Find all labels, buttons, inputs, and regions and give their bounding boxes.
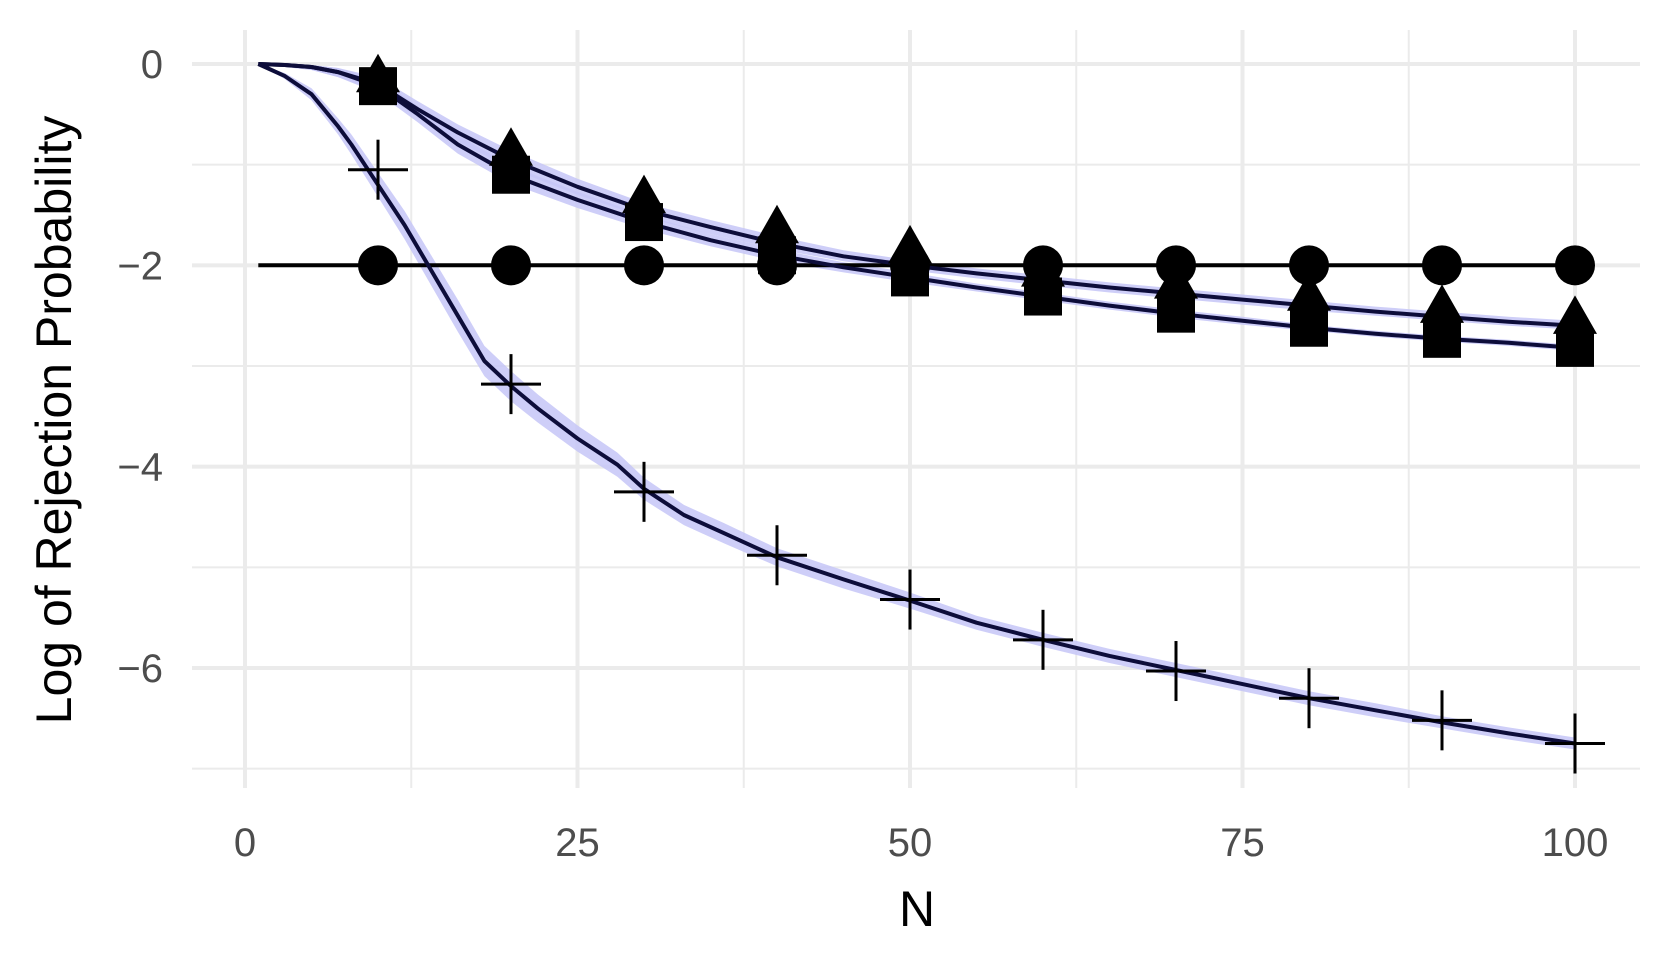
x-axis-title: N bbox=[899, 881, 935, 937]
triangle-marker bbox=[888, 224, 932, 264]
triangle-marker bbox=[1021, 248, 1065, 287]
square-marker bbox=[1290, 308, 1328, 347]
y-tick-label: −2 bbox=[117, 244, 163, 288]
square-marker bbox=[625, 203, 663, 242]
series-markers bbox=[348, 53, 1605, 774]
x-tick-label: 75 bbox=[1220, 821, 1265, 865]
circle-marker bbox=[1422, 245, 1462, 286]
cross-marker bbox=[481, 354, 541, 415]
x-tick-label: 50 bbox=[888, 821, 933, 865]
circle-marker bbox=[491, 245, 531, 286]
cross-marker bbox=[1013, 609, 1073, 670]
circle-marker bbox=[624, 245, 664, 286]
cross-marker bbox=[614, 461, 674, 522]
minor-grid bbox=[192, 30, 1640, 788]
triangle-marker bbox=[1287, 272, 1331, 311]
triangle-marker bbox=[755, 204, 799, 244]
cross-series-line bbox=[257, 62, 1576, 746]
circle-marker bbox=[358, 245, 398, 286]
square-marker bbox=[492, 155, 530, 194]
series-lines bbox=[257, 62, 1576, 746]
circle-marker bbox=[1555, 245, 1595, 286]
square-marker bbox=[1157, 294, 1195, 333]
x-axis-tick-labels: 0 25 50 75 100 bbox=[234, 821, 1609, 865]
y-axis-tick-labels: 0 −2 −4 −6 bbox=[117, 43, 163, 691]
y-tick-label: 0 bbox=[141, 43, 163, 87]
x-tick-label: 0 bbox=[234, 821, 256, 865]
cross-marker bbox=[1545, 713, 1605, 774]
confidence-ribbons bbox=[258, 63, 1575, 750]
major-grid bbox=[192, 30, 1640, 788]
cross-marker bbox=[1279, 668, 1339, 729]
cross-marker bbox=[880, 569, 940, 630]
triangle-marker bbox=[1420, 284, 1464, 323]
triangle-marker bbox=[1553, 295, 1597, 334]
square-marker bbox=[1556, 328, 1594, 367]
cross-marker bbox=[1146, 641, 1206, 702]
triangle-marker bbox=[1154, 260, 1198, 299]
square-marker bbox=[891, 258, 929, 297]
x-tick-label: 100 bbox=[1542, 821, 1609, 865]
x-tick-label: 25 bbox=[555, 821, 600, 865]
square-marker bbox=[1024, 277, 1062, 316]
square-marker bbox=[1423, 319, 1461, 358]
y-tick-label: −6 bbox=[117, 647, 163, 691]
cross-marker bbox=[1412, 690, 1472, 751]
square-marker bbox=[359, 67, 397, 106]
circle-marker bbox=[1289, 245, 1329, 286]
y-axis-title: Log of Rejection Probability bbox=[26, 116, 82, 725]
cross-marker bbox=[747, 525, 807, 586]
square-marker bbox=[758, 236, 796, 275]
y-tick-label: −4 bbox=[117, 446, 163, 490]
cross-marker bbox=[348, 139, 408, 200]
cross-series-ribbon bbox=[258, 64, 1575, 750]
